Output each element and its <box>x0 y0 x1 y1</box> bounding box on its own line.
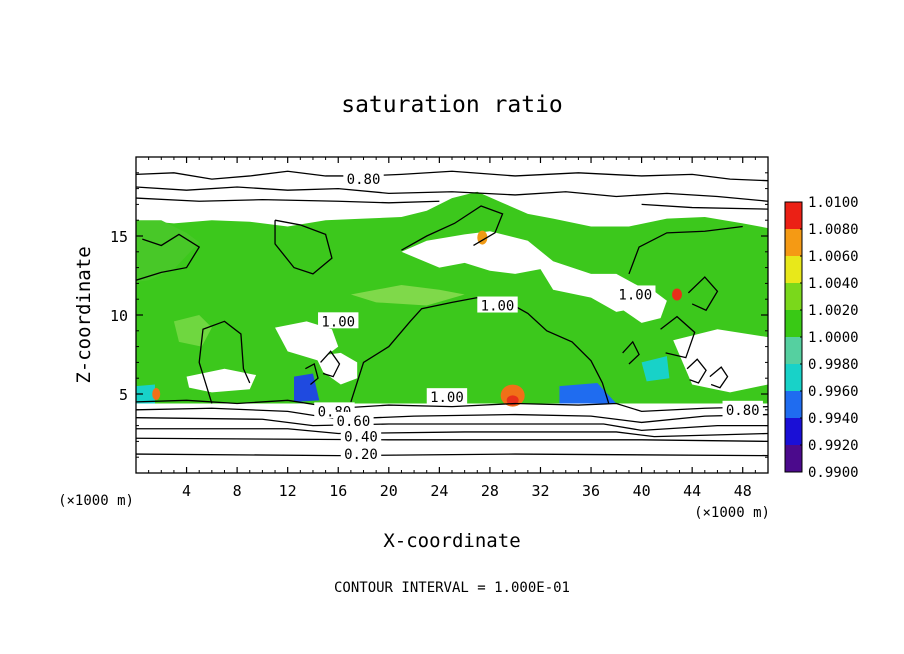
colorbar-tick-label: 0.9920 <box>808 438 859 454</box>
contour-line <box>709 366 729 389</box>
colorbar-tick-label: 0.9980 <box>808 357 859 373</box>
colorbar-tick-label: 0.9960 <box>808 384 859 400</box>
subsaturated-region <box>275 321 339 361</box>
subsaturated-region <box>401 231 655 312</box>
contour-line <box>136 170 768 182</box>
contour-label: 0.80 <box>726 403 760 419</box>
contour-label-bg <box>477 296 518 313</box>
contour-line <box>622 340 640 365</box>
colorbar-tick-label: 1.0080 <box>808 222 859 238</box>
chart-title: saturation ratio <box>341 92 563 118</box>
contour-line <box>660 315 696 359</box>
subsaturated-region <box>186 368 257 393</box>
x-axis-unit: (×1000 m) <box>58 493 134 509</box>
colorbar-tick-label: 1.0100 <box>808 195 859 211</box>
contour-label: 0.60 <box>337 414 371 430</box>
field-patch <box>506 395 519 406</box>
colorbar-segment <box>785 229 802 256</box>
colorbar-segment <box>785 418 802 445</box>
contour-label: 1.00 <box>321 314 355 330</box>
colorbar-segment <box>785 310 802 337</box>
y-axis-label: Z-coordinate <box>73 246 95 383</box>
contour-label-bg <box>340 427 382 444</box>
contour-line <box>136 407 768 424</box>
x-tick-label: 28 <box>481 482 499 500</box>
colorbar-segment <box>785 364 802 391</box>
colorbar-tick-label: 0.9900 <box>808 465 859 481</box>
subsaturated-region <box>315 352 358 385</box>
x-tick-label: 12 <box>279 482 297 500</box>
x-tick-label: 4 <box>182 482 191 500</box>
contour-interval-note: CONTOUR INTERVAL = 1.000E-01 <box>334 580 570 596</box>
contour-label: 0.20 <box>344 447 378 463</box>
field-patch <box>671 288 682 301</box>
x-axis-unit-right: (×1000 m) <box>694 505 770 521</box>
x-tick-label: 16 <box>329 482 347 500</box>
y-tick-label: 15 <box>110 228 128 246</box>
contour-line <box>641 203 768 210</box>
plot-area: 0.801.001.001.001.000.800.600.400.200.80 <box>135 156 769 474</box>
contour-label-bg <box>318 312 359 329</box>
colorbar-segment <box>785 445 802 472</box>
contour-line <box>628 225 743 275</box>
x-tick-label: 48 <box>734 482 752 500</box>
field-patch <box>641 356 670 382</box>
contour-line <box>136 197 440 204</box>
contour-label-bg <box>340 445 382 462</box>
field-patch <box>559 382 617 404</box>
x-tick-label: 44 <box>683 482 701 500</box>
contour-line <box>136 453 768 457</box>
field-patch <box>136 384 155 404</box>
subsaturated-region <box>673 329 768 393</box>
field-patch <box>152 388 161 400</box>
contour-line <box>686 358 707 384</box>
contour-line <box>136 428 768 438</box>
contour-label-bg <box>426 388 468 405</box>
contour-line <box>687 276 719 312</box>
colorbar: 0.9900 0.9920 0.9940 0.9960 0.9980 1.0000 1.00… <box>784 195 859 481</box>
contour-line <box>401 205 504 251</box>
colorbar-segment <box>785 391 802 418</box>
contour-line <box>320 350 341 378</box>
contour-label-bg <box>343 170 384 187</box>
colorbar-tick-label: 1.0000 <box>808 330 859 346</box>
colorbar-segment <box>785 256 802 283</box>
contour-label: 1.00 <box>430 390 464 406</box>
colorbar-tick-label: 1.0020 <box>808 303 859 319</box>
field-patch <box>350 284 465 306</box>
contour-line <box>274 219 333 275</box>
contour-label: 1.00 <box>618 287 652 303</box>
contour-label-bg <box>333 411 374 428</box>
contour-line <box>198 320 251 404</box>
x-tick-label: 36 <box>582 482 600 500</box>
contour-label: 0.80 <box>347 172 381 188</box>
contour-line <box>136 417 768 431</box>
y-tick-label: 5 <box>119 386 128 404</box>
contour-line <box>136 186 768 202</box>
contour-line <box>305 363 319 386</box>
colorbar-segment <box>785 337 802 364</box>
x-tick-label: 32 <box>531 482 549 500</box>
contour-label-bg <box>722 400 763 417</box>
field-patch <box>294 373 320 402</box>
contour-label-bg <box>615 285 656 302</box>
x-tick-label: 24 <box>430 482 448 500</box>
colorbar-segment <box>785 283 802 310</box>
contour-label: 1.00 <box>481 299 515 315</box>
colorbar-segment <box>785 202 802 229</box>
x-axis-label: X-coordinate <box>383 530 520 552</box>
x-tick-label: 8 <box>233 482 242 500</box>
x-tick-label: 40 <box>633 482 651 500</box>
colorbar-tick-label: 1.0060 <box>808 249 859 265</box>
contour-label: 0.40 <box>344 430 378 446</box>
contour-line <box>136 437 768 443</box>
field-patch <box>136 220 200 282</box>
colorbar-tick-label: 0.9940 <box>808 411 859 427</box>
colorbar-tick-label: 1.0040 <box>808 276 859 292</box>
x-tick-label: 20 <box>380 482 398 500</box>
contour-line <box>136 399 768 413</box>
contour-line <box>136 233 201 281</box>
y-tick-label: 10 <box>110 307 128 325</box>
